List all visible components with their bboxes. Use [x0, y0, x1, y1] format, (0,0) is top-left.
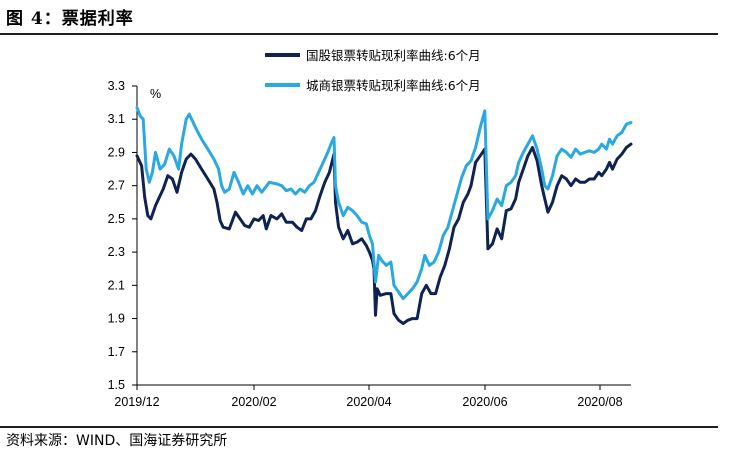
series-line-2 [135, 106, 633, 301]
y-tick-label: 3.1 [108, 112, 125, 126]
y-tick-label: 1.9 [108, 312, 125, 326]
y-tick-label: 2.3 [108, 245, 125, 259]
y-tick-label: 2.5 [108, 212, 125, 226]
y-unit-label: % [150, 87, 161, 101]
y-tick-label: 2.9 [108, 145, 125, 159]
bottom-rule [0, 426, 718, 428]
x-tick-label: 2020/02 [231, 395, 276, 409]
x-tick-label: 2020/08 [577, 395, 622, 409]
legend-label-2: 城商银票转贴现利率曲线:6个月 [306, 78, 481, 93]
figure-title: 图 4：票据利率 [6, 9, 134, 29]
legend-label-1: 国股银票转贴现利率曲线:6个月 [306, 48, 481, 63]
y-tick-label: 2.1 [108, 278, 125, 292]
y-tick-label: 1.5 [108, 378, 125, 392]
y-tick-label: 2.7 [108, 179, 125, 193]
x-tick-label: 2020/04 [346, 395, 391, 409]
y-tick-label: 3.3 [108, 79, 125, 93]
x-tick-label: 2019/12 [114, 395, 159, 409]
source-note: 资料来源：WIND、国海证券研究所 [6, 433, 228, 449]
top-rule [0, 33, 718, 35]
series-line-1 [135, 142, 633, 325]
x-tick-label: 2020/06 [462, 395, 507, 409]
y-tick-label: 1.7 [108, 345, 125, 359]
